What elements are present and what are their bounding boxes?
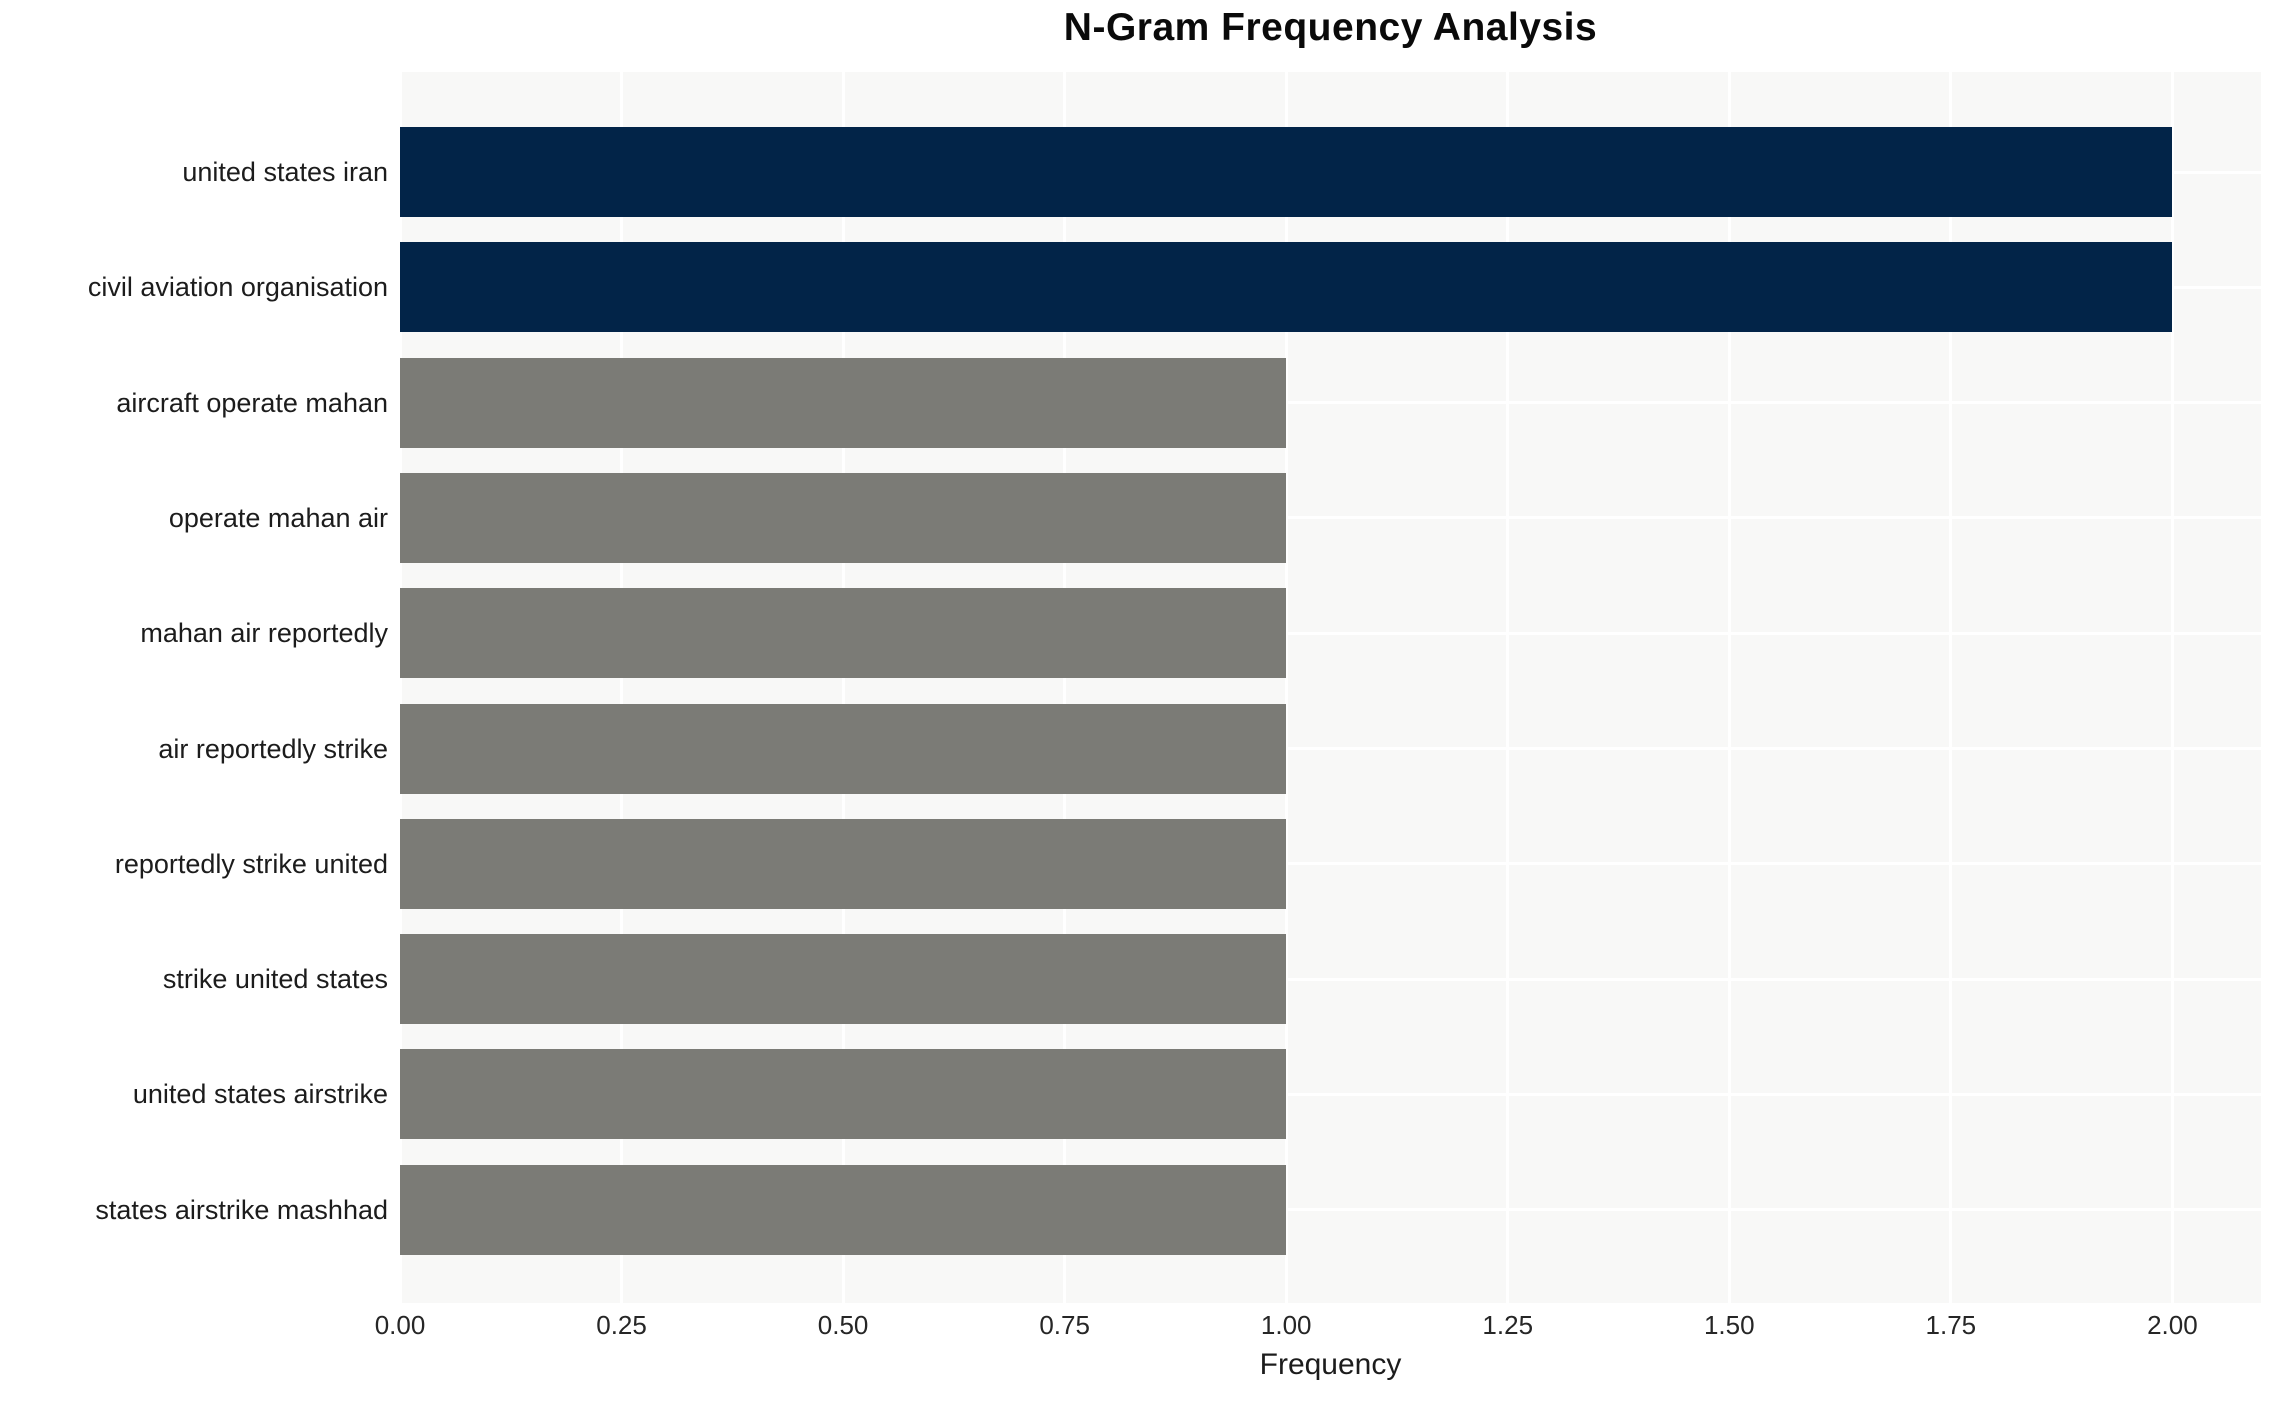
- x-tick-label: 0.75: [1039, 1310, 1090, 1340]
- y-tick-label: operate mahan air: [168, 502, 388, 533]
- gridline-horizontal: [400, 631, 2261, 635]
- x-axis-label: Frequency: [1259, 1348, 1402, 1381]
- gridline-horizontal: [400, 1208, 2261, 1212]
- gridline-vertical: [1284, 72, 1288, 1303]
- y-tick-label: united states airstrike: [132, 1079, 388, 1110]
- x-axis-ticks: 0.00 0.25 0.50 0.75 1.00 1.25 1.50 1.75 2.00: [0, 1310, 2280, 1344]
- y-axis-labels: united states iran civil aviation organis…: [0, 72, 388, 1303]
- chart-title: N-Gram Frequency Analysis: [1063, 6, 1598, 49]
- gridline-vertical: [1506, 72, 1510, 1303]
- x-tick-label: 1.25: [1482, 1310, 1534, 1340]
- bar-strike-united-states: [400, 934, 1287, 1025]
- gridline-vertical: [841, 72, 845, 1303]
- gridline-vertical: [1949, 72, 1953, 1303]
- x-tick-label: 0.50: [817, 1310, 869, 1340]
- gridline-vertical: [1727, 72, 1731, 1303]
- x-tick-label: 2.00: [2147, 1310, 2198, 1340]
- gridline-vertical: [1063, 72, 1067, 1303]
- x-tick-label: 1.00: [1260, 1310, 1312, 1340]
- bar-aircraft-operate-mahan: [400, 357, 1287, 448]
- gridline-horizontal: [400, 516, 2261, 520]
- y-tick-label: aircraft operate mahan: [116, 387, 388, 418]
- gridline-horizontal: [400, 862, 2261, 866]
- y-tick-label: strike united states: [162, 964, 388, 995]
- y-tick-label: states airstrike mashhad: [95, 1194, 388, 1225]
- x-tick-label: 0.00: [374, 1310, 426, 1340]
- y-tick-label: air reportedly strike: [158, 733, 388, 764]
- bar-air-reportedly-strike: [400, 703, 1287, 794]
- gridline-horizontal: [400, 977, 2261, 981]
- bar-united-states-iran: [400, 127, 2173, 217]
- x-tick-label: 1.50: [1703, 1310, 1755, 1340]
- bar-states-airstrike-mashhad: [400, 1164, 1287, 1255]
- gridline-vertical: [2170, 72, 2174, 1303]
- plot-area: [398, 72, 2261, 1303]
- gridline-vertical: [398, 72, 402, 1303]
- x-tick-label: 1.75: [1925, 1310, 1977, 1340]
- bar-mahan-air-reportedly: [400, 588, 1287, 679]
- y-tick-label: united states iran: [182, 157, 388, 187]
- y-tick-label: reportedly strike united: [114, 848, 388, 879]
- bar-operate-mahan-air: [400, 472, 1287, 563]
- x-tick-label: 0.25: [596, 1310, 647, 1340]
- bar-civil-aviation-organisation: [400, 242, 2173, 333]
- bar-reportedly-strike-united: [400, 818, 1287, 909]
- gridline-horizontal: [400, 401, 2261, 405]
- y-tick-label: mahan air reportedly: [140, 618, 388, 649]
- gridline-vertical: [620, 72, 624, 1303]
- gridline-horizontal: [400, 1092, 2261, 1096]
- bar-united-states-airstrike: [400, 1049, 1287, 1140]
- y-tick-label: civil aviation organisation: [87, 272, 388, 303]
- gridline-horizontal: [400, 747, 2261, 750]
